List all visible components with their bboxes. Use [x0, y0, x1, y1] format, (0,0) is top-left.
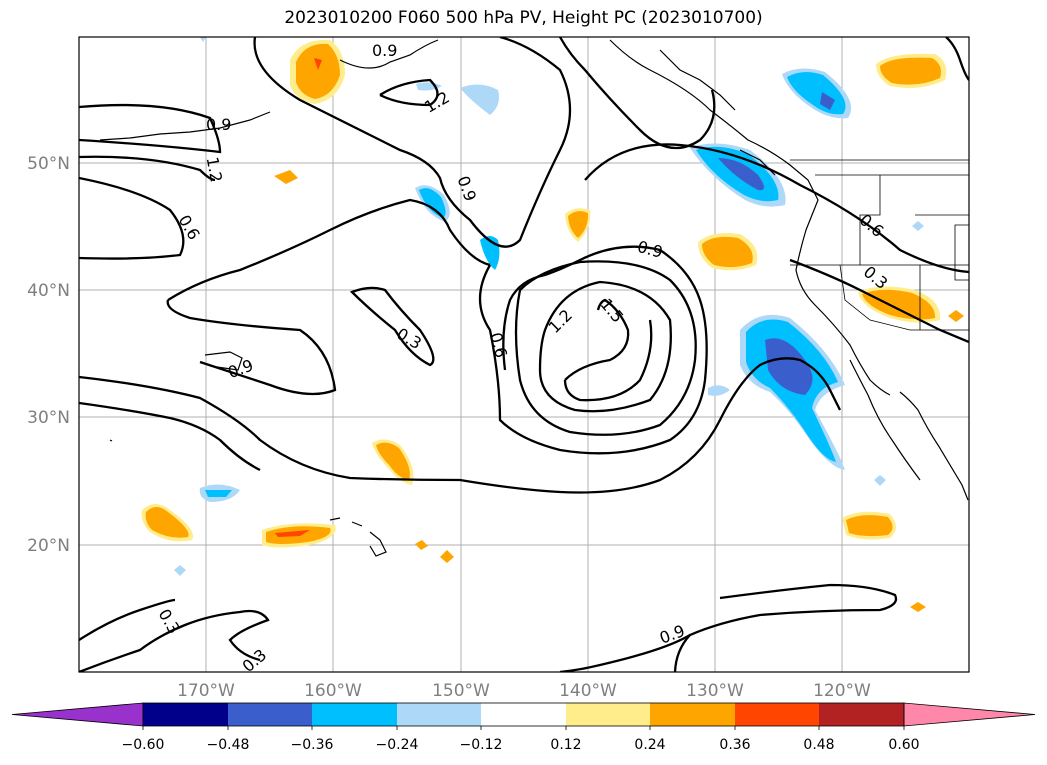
colorbar-tick-label: −0.60 [122, 737, 165, 753]
pv-positive-region [145, 507, 189, 538]
contour-label: 1.2 [203, 155, 226, 183]
pv-positive-region [880, 57, 941, 85]
colorbar-segment [397, 703, 481, 726]
pv-negative-core [718, 158, 764, 191]
contour-label: 0.9 [206, 115, 231, 134]
pv-positive-region [568, 211, 589, 238]
pv-positive-region [702, 236, 753, 268]
pv-positive-region [862, 289, 936, 320]
colorbar-tick-label: 0.48 [803, 737, 834, 753]
lon-label: 140°W [559, 681, 617, 701]
lat-label: 50°N [27, 154, 70, 174]
map-panel: 0.9 0.9 1.2 0.9 1.2 0.6 0.9 0.3 0.6 0.9 … [79, 37, 969, 672]
lon-label: 160°W [304, 681, 362, 701]
pv-negative-region [708, 385, 730, 396]
latitude-labels: 50°N 40°N 30°N 20°N [27, 154, 70, 556]
colorbar-tick-label: 0.36 [719, 737, 750, 753]
colorbar-tick-label: 0.60 [888, 737, 919, 753]
colorbar-tick-label: −0.24 [376, 737, 419, 753]
lat-label: 30°N [27, 408, 70, 428]
pv-positive-region [948, 310, 964, 322]
contour-label: 0.9 [372, 41, 397, 60]
lon-label: 130°W [686, 681, 744, 701]
colorbar: −0.60 −0.48 −0.36 −0.24 −0.12 0.12 0.24 … [11, 702, 1036, 753]
coastlines [99, 39, 969, 557]
colorbar-segment [143, 703, 228, 726]
pv-positive-region [376, 442, 410, 480]
colorbar-frame [142, 702, 905, 727]
colorbar-tick-label: 0.24 [634, 737, 665, 753]
colorbar-tick-label: −0.36 [291, 737, 334, 753]
lon-label: 170°W [177, 681, 235, 701]
pv-positive-region [846, 515, 893, 537]
map-frame [78, 36, 970, 673]
lon-label: 120°W [813, 681, 871, 701]
pv-positive-region [415, 540, 428, 550]
colorbar-segment [650, 703, 735, 726]
pv-negative-region [460, 84, 499, 115]
longitude-labels: 170°W 160°W 150°W 140°W 130°W 120°W [177, 681, 871, 701]
colorbar-tick-label: −0.48 [207, 737, 250, 753]
colorbar-segment [566, 703, 650, 726]
colorbar-segment [312, 703, 397, 726]
map-title: 2023010200 F060 500 hPa PV, Height PC (2… [284, 8, 763, 28]
pv-negative-region [912, 221, 924, 231]
pv-negative-region [174, 565, 186, 576]
colorbar-tick-label: 0.12 [550, 737, 581, 753]
pv-shading [141, 37, 964, 612]
height-contours [79, 37, 969, 672]
colorbar-ticks [142, 726, 905, 730]
lat-label: 20°N [27, 536, 70, 556]
pv-negative-region [200, 37, 206, 42]
pv-positive-region [296, 43, 340, 99]
colorbar-segment [735, 703, 819, 726]
colorbar-segment [228, 703, 312, 726]
pv-positive-region [274, 170, 298, 184]
pv-positive-region [910, 602, 926, 612]
pv-negative-core [765, 338, 813, 395]
lon-label: 150°W [432, 681, 490, 701]
pv-negative-core [820, 92, 835, 110]
pv-negative-region [874, 475, 886, 486]
pv-positive-core [275, 530, 310, 537]
lat-label: 40°N [27, 281, 70, 301]
colorbar-extend-low [11, 702, 144, 727]
colorbar-tick-label: −0.12 [460, 737, 503, 753]
colorbar-segment [819, 703, 904, 726]
colorbar-extend-high [903, 702, 1036, 727]
pv-positive-core [314, 58, 322, 70]
pv-negative-region [205, 490, 232, 497]
colorbar-segment [481, 703, 566, 726]
pv-positive-region [440, 550, 454, 563]
pv-negative-region [419, 188, 446, 218]
